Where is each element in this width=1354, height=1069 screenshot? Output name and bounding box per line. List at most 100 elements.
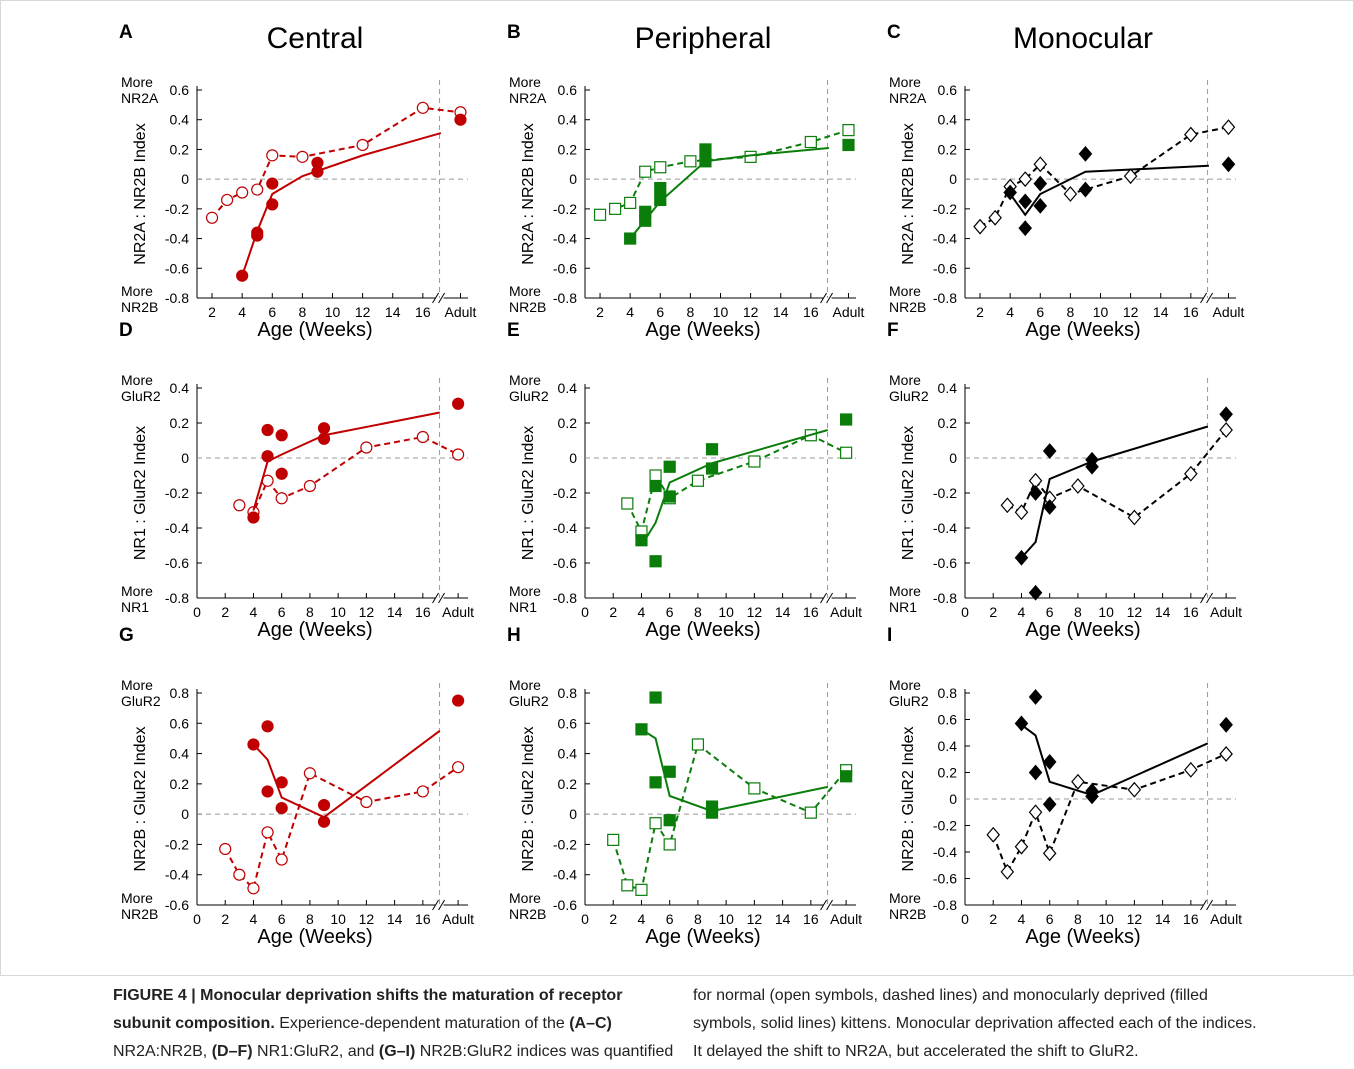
y-tick-label: -0.6 [933,555,957,571]
y-tick-label: 0.4 [938,738,958,754]
y-end-label: NR2B [121,906,158,922]
marker [416,101,429,114]
marker [621,879,634,892]
marker [1028,764,1043,781]
y-end-label: NR2B [121,299,158,315]
panel-letter: B [507,22,521,43]
marker [261,785,274,798]
marker [452,694,465,707]
marker [804,806,817,819]
y-end-label: More [509,583,541,599]
y-tick-label: -0.6 [553,555,577,571]
marker [840,413,853,426]
y-tick-label: -0.6 [933,260,957,276]
x-tick-label: 12 [743,304,759,320]
caption-text: NR2B:GluR2 indices was quantified [415,1043,673,1060]
fit-line [252,730,441,819]
x-tick-label: 4 [250,604,258,620]
x-axis-label: Age (Weeks) [1025,926,1140,948]
x-tick-label: 16 [415,604,431,620]
marker [1078,181,1093,198]
caption-text: FIGURE 4 | Monocular deprivation shifts … [113,987,622,1004]
marker [261,826,274,839]
fit-line [640,728,828,813]
x-tick-label: 8 [1066,304,1074,320]
marker [639,165,652,178]
marker [649,691,662,704]
marker [705,443,719,456]
marker [1042,796,1057,813]
marker [684,155,697,168]
x-tick-label: 6 [666,911,674,927]
y-tick-label: -0.2 [553,836,577,852]
x-tick-label: 10 [713,304,729,320]
y-tick-label: 0 [569,806,577,822]
marker [1028,584,1043,601]
caption-line: symbols, solid lines) kittens. Monocular… [693,1015,1257,1032]
dashed-line [211,106,461,219]
marker [317,422,331,435]
y-end-label: NR2A [509,90,547,106]
x-tick-label: 14 [775,911,791,927]
panel-letter: C [887,22,901,43]
x-tick-label: 12 [747,911,763,927]
y-end-label: More [889,583,921,599]
x-tick-label: 8 [686,304,694,320]
y-tick-label: 0 [181,171,189,187]
marker [360,795,373,809]
y-end-label: NR1 [889,599,917,615]
x-tick-label: 6 [656,304,664,320]
x-tick-label: 0 [581,911,589,927]
marker [593,208,607,221]
marker [1042,443,1057,459]
x-tick-label: 8 [306,604,314,620]
marker [840,770,853,783]
x-tick-label: 2 [976,304,984,320]
marker [219,842,232,856]
x-tick-label: 6 [278,911,286,927]
marker [1028,689,1043,705]
marker [635,534,648,547]
marker [986,826,1001,843]
marker [621,497,634,510]
x-tick-label: 14 [387,911,403,927]
x-tick-label: 4 [1018,911,1026,927]
panel-letter: I [887,625,892,646]
x-tick-label: 10 [718,911,734,927]
y-tick-label: -0.4 [933,231,957,247]
y-tick-label: -0.2 [553,485,577,501]
axis-break [1200,292,1213,304]
x-tick-label: 14 [387,604,403,620]
figure-frame [0,0,1354,976]
marker [1014,715,1029,732]
panel-letter: G [119,625,134,646]
x-tick-label: 10 [718,604,734,620]
y-tick-label: 0.4 [170,746,190,762]
y-end-label: More [121,74,153,90]
marker [705,806,719,819]
y-tick-label: 0.2 [558,776,578,792]
marker [303,479,317,493]
y-end-label: More [121,890,153,906]
x-tick-label: 2 [221,911,229,927]
x-tick-label: 2 [989,911,997,927]
y-end-label: More [889,283,921,299]
dashed-line [992,753,1227,875]
x-tick-label: 10 [1098,911,1114,927]
marker [663,814,676,827]
y-end-label: NR2A [121,90,159,106]
y-axis-label: NR1 : GluR2 Index [520,426,537,560]
x-tick-label: 14 [385,304,401,320]
fit-line [629,146,829,240]
x-tick-label: 10 [330,604,346,620]
marker [247,882,260,895]
y-tick-label: -0.4 [553,520,577,536]
marker [654,181,667,195]
y-tick-label: -0.4 [165,520,189,536]
marker [649,469,662,482]
marker [1221,119,1236,136]
panel-letter: D [119,320,133,341]
marker [654,161,667,174]
marker [1018,220,1033,237]
